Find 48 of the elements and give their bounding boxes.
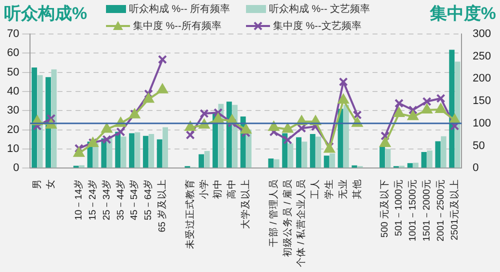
y2-tick-label: 50	[472, 140, 485, 152]
x-tick-label: 1001－1500元	[408, 179, 419, 242]
x-tick-label: 工人	[310, 179, 322, 200]
y2-tick-label: 0	[472, 162, 479, 174]
x-tick-label: 女	[44, 179, 57, 190]
y-tick-label: 70	[6, 28, 20, 40]
legend-label: 集中度 %--文艺频率	[273, 20, 362, 33]
x-tick-label: 10－14岁	[72, 179, 85, 220]
y-tick-label: 10	[6, 142, 20, 155]
x-tick-label: 大学及以上	[240, 179, 252, 230]
y2-tick-label: 100	[472, 117, 492, 130]
x-tick-label: 初级公务员 / 雇员	[281, 179, 294, 258]
y2-tick-label: 300	[472, 28, 492, 40]
y2-tick-label: 150	[472, 95, 492, 108]
x-tick-label: 15－24岁	[86, 179, 98, 220]
y-tick-label: 60	[6, 47, 20, 60]
legend-label: 集中度 %--所有频率	[133, 20, 222, 33]
y-tick-label: 20	[6, 124, 20, 136]
y-tick-label: 40	[6, 85, 20, 98]
x-tick-label: 无业	[336, 179, 349, 200]
x-tick-label: 2501元及以上	[448, 179, 460, 240]
x-tick-label: 25－34岁	[100, 179, 112, 220]
x-tick-label: 65 岁及以上	[156, 179, 168, 232]
x-tick-label: 干部 / 管理人员	[267, 179, 280, 248]
y2-tick-label: 200	[472, 72, 492, 85]
x-tick-label: 初中	[212, 179, 224, 200]
legend-label: 听众构成 %-- 所有频率	[129, 2, 230, 16]
y-tick-label: 30	[6, 104, 20, 117]
y-tick-label: 0	[13, 162, 20, 174]
y-tick-label: 50	[6, 66, 20, 78]
x-tick-label: 45－54岁	[128, 179, 140, 220]
y-axis-title: 听众构成%	[4, 3, 88, 25]
y2-tick-label: 250	[472, 50, 492, 62]
x-tick-label: 35－44岁	[114, 179, 126, 220]
x-tick-label: 小学	[198, 179, 210, 200]
x-tick-label: 高中	[226, 179, 238, 200]
x-tick-label: 501－1000元	[394, 179, 405, 236]
x-tick-label: 个体 / 私营企业人员	[295, 179, 308, 268]
x-tick-label: 未受过正式教育	[184, 179, 196, 250]
x-tick-label: 55－64岁	[142, 179, 154, 220]
x-tick-label: 1501－2000元	[421, 179, 432, 242]
x-tick-label: 500 元及以下	[378, 179, 391, 238]
y2-axis-title: 集中度%	[430, 3, 496, 25]
x-tick-label: 学生	[323, 179, 336, 200]
x-tick-label: 2001－2500元	[435, 179, 446, 242]
legend-label: 听众构成 %-- 文艺频率	[269, 2, 370, 16]
x-tick-label: 男	[32, 179, 43, 190]
x-tick-label: 其他	[350, 179, 363, 200]
